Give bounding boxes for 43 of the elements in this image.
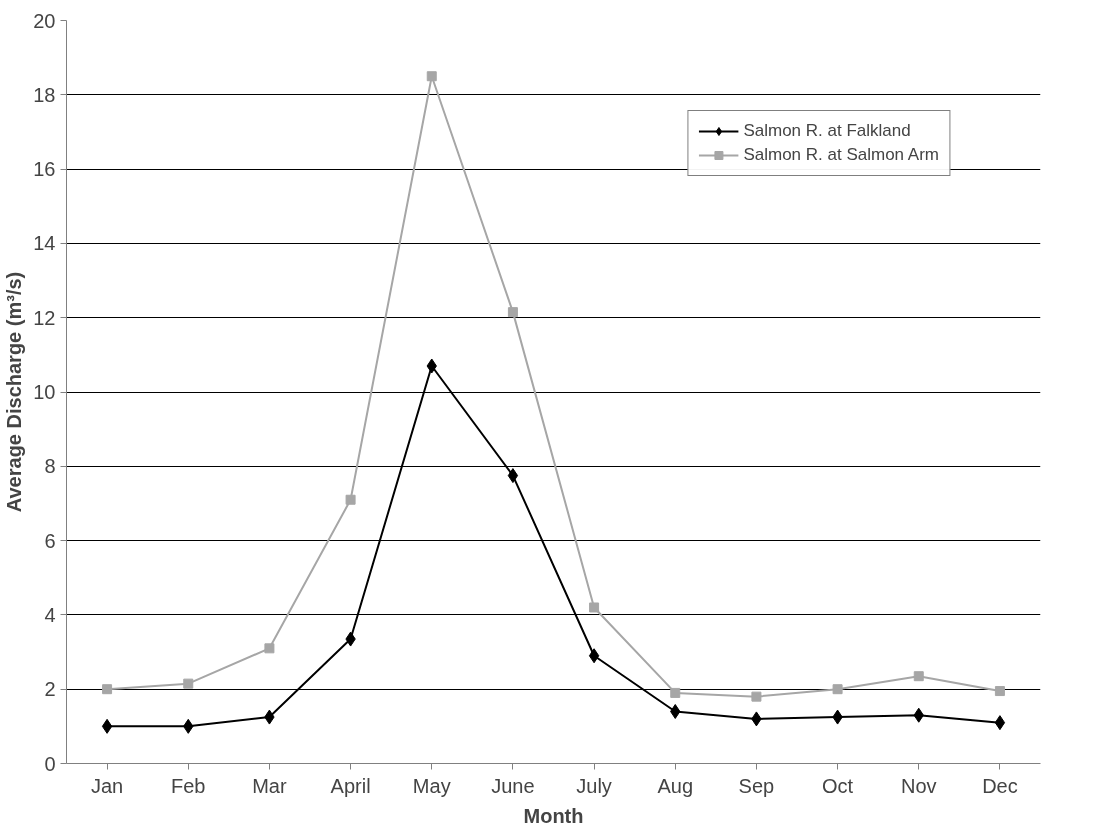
- point: [183, 678, 194, 689]
- x-tick-label: Aug: [657, 774, 694, 797]
- y-axis-title: Average Discharge (m³/s): [3, 271, 26, 513]
- legend-label: Salmon R. at Falkland: [743, 121, 911, 141]
- y-tick-label: 6: [44, 529, 56, 552]
- x-tick-label: Oct: [822, 774, 854, 797]
- x-tick-label: Sep: [738, 774, 775, 797]
- point: [345, 494, 356, 505]
- x-tick-label: April: [330, 774, 371, 797]
- x-tick-label: Jan: [90, 774, 124, 797]
- point: [588, 648, 600, 664]
- point: [751, 691, 762, 702]
- point: [264, 643, 275, 654]
- x-tick-label: June: [491, 774, 535, 797]
- point: [507, 307, 518, 318]
- y-tick-label: 20: [33, 9, 56, 32]
- y-tick-label: 0: [44, 752, 56, 775]
- y-tick-label: 16: [33, 158, 56, 181]
- y-tick-label: 8: [44, 455, 56, 478]
- x-axis-title: Month: [523, 804, 584, 827]
- y-tick-label: 10: [33, 381, 56, 403]
- point: [507, 468, 519, 484]
- point: [913, 671, 924, 682]
- x-tick-label: Mar: [252, 774, 287, 797]
- point: [994, 686, 1005, 697]
- x-tick-label: May: [412, 774, 451, 797]
- point: [994, 715, 1006, 731]
- x-tick-label: Dec: [982, 774, 1018, 797]
- y-tick-label: 14: [33, 232, 56, 255]
- legend-label: Salmon R. at Salmon Arm: [743, 145, 939, 165]
- x-tick-label: Feb: [171, 774, 206, 797]
- y-tick-label: 18: [33, 83, 56, 106]
- point: [589, 602, 600, 613]
- point: [426, 71, 437, 82]
- y-tick-label: 12: [33, 306, 56, 329]
- x-tick-label: July: [576, 774, 612, 797]
- y-tick-label: 4: [44, 603, 56, 626]
- y-tick-label: 2: [44, 678, 56, 701]
- point: [670, 687, 681, 698]
- point: [101, 718, 113, 734]
- point: [832, 684, 843, 695]
- x-tick-label: Nov: [900, 774, 937, 797]
- point: [102, 684, 113, 695]
